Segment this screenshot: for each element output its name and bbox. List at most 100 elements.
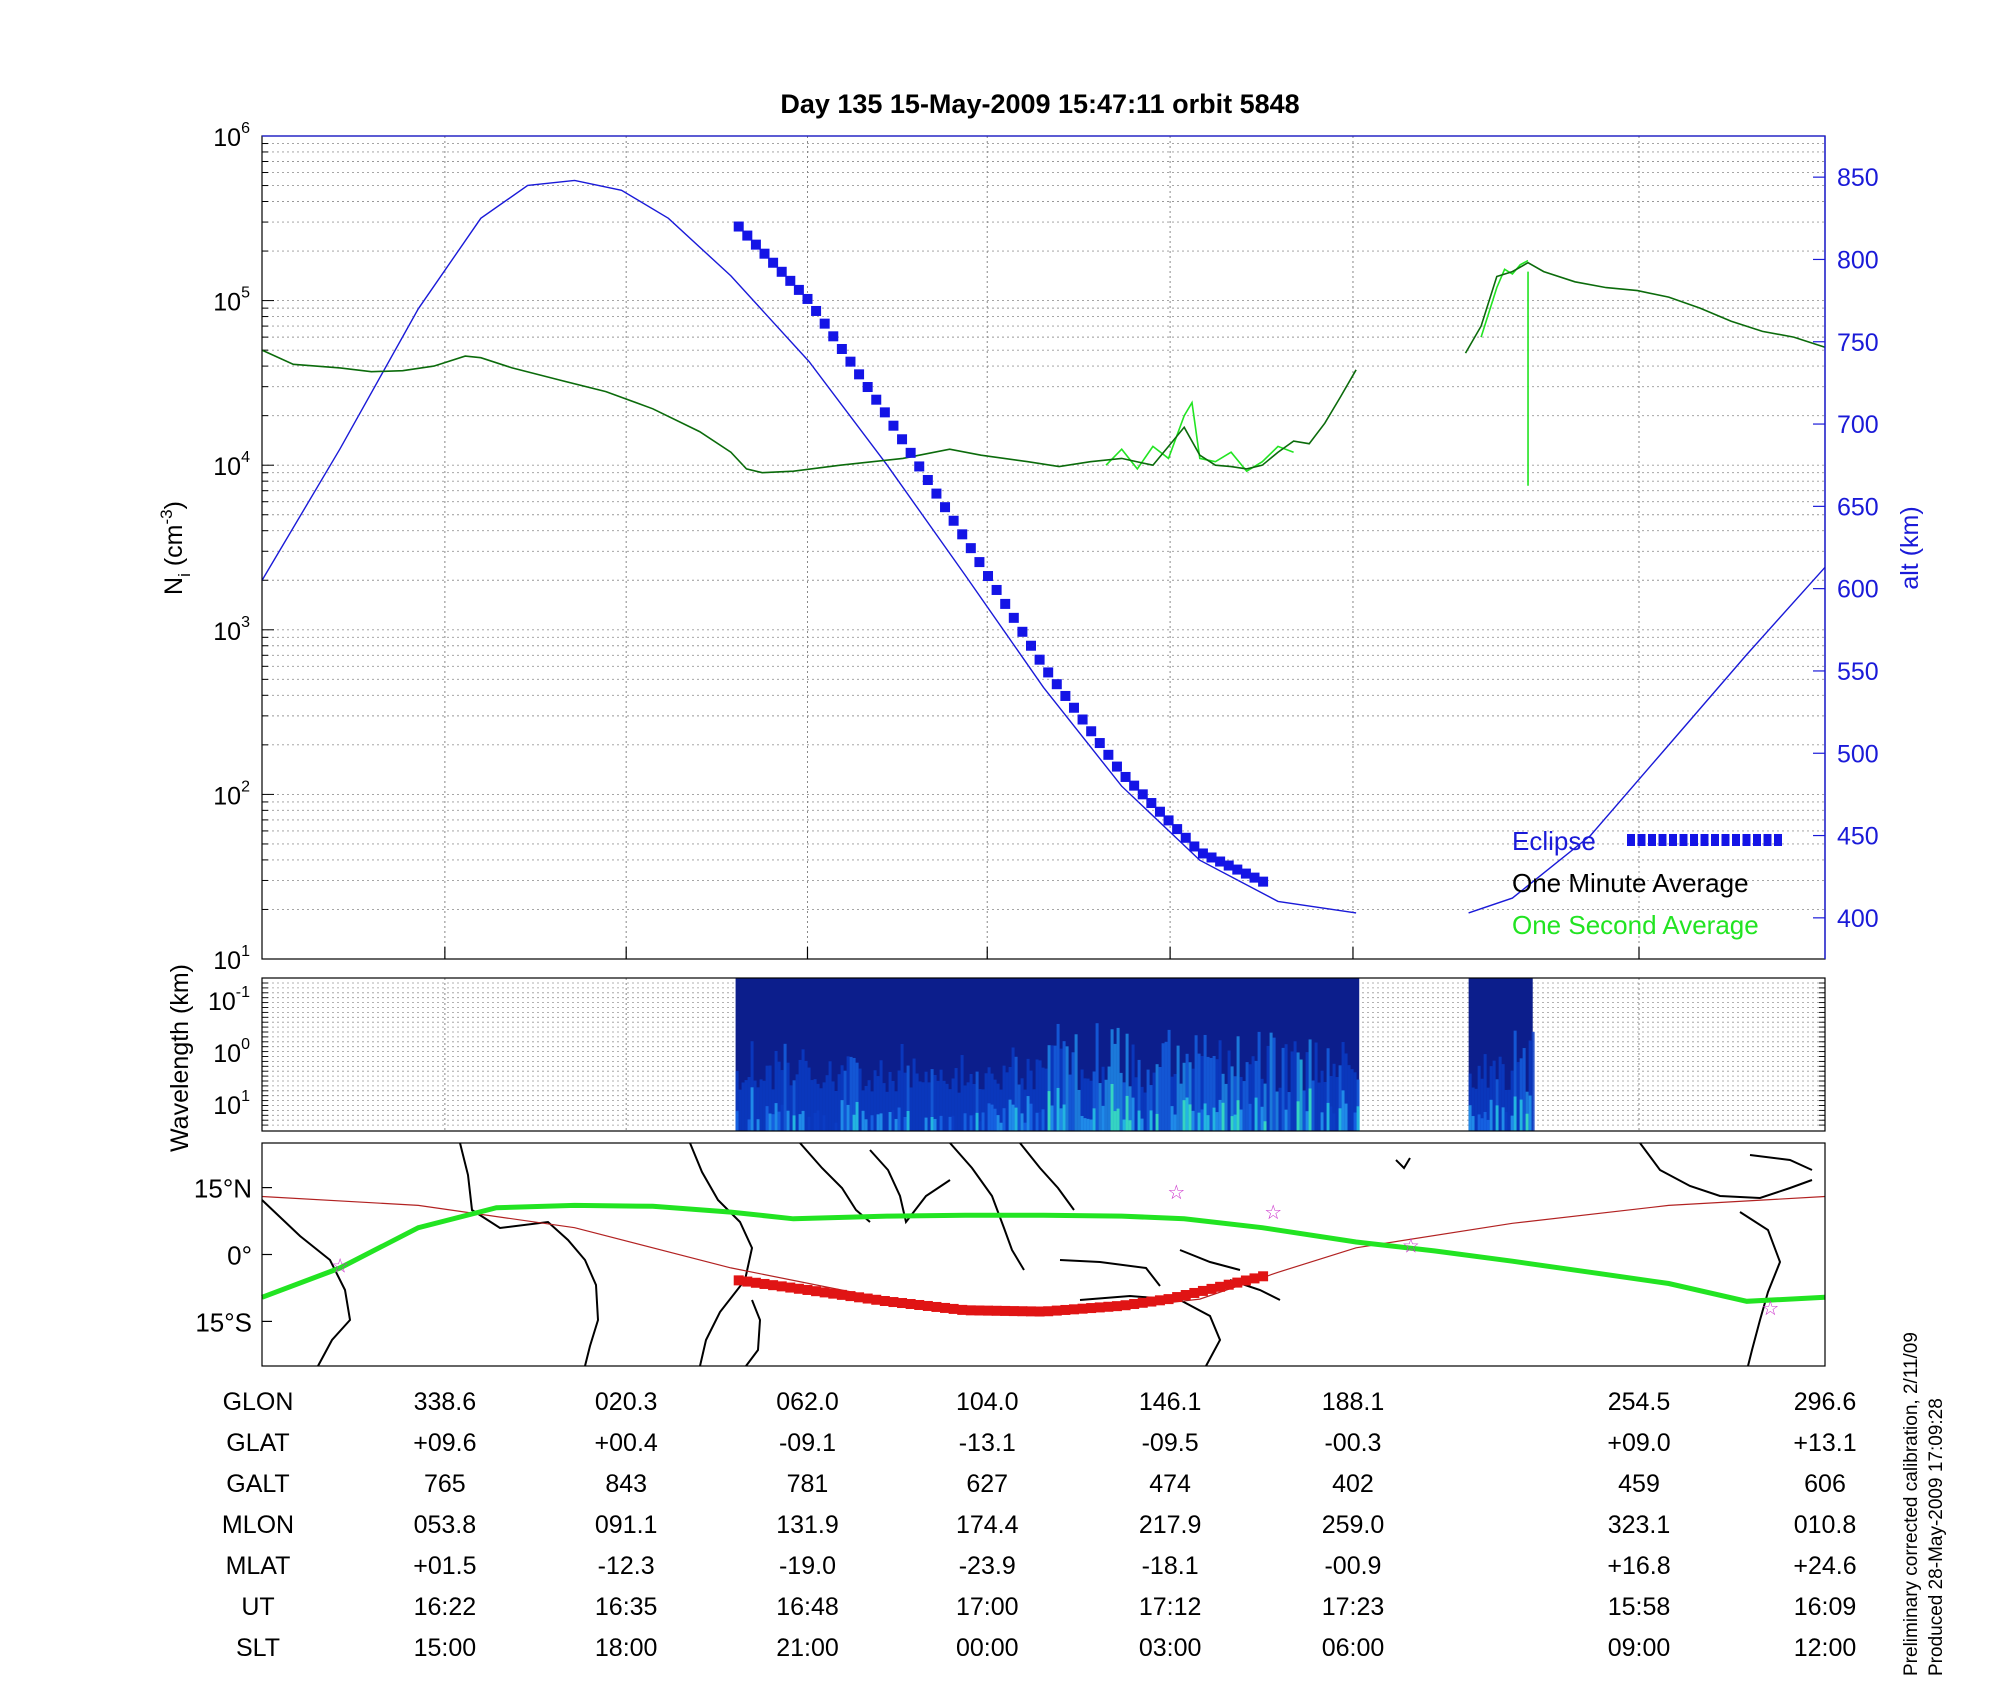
spectrogram-streak bbox=[858, 1068, 862, 1131]
spectrogram-streak bbox=[1299, 1059, 1303, 1131]
eclipse-marker bbox=[983, 571, 994, 582]
spectrogram-streak bbox=[864, 1085, 868, 1131]
spectrogram-streak-bright bbox=[1038, 1112, 1042, 1131]
legend-eclipse-marker bbox=[1679, 834, 1688, 846]
spectrogram-streak bbox=[1191, 1068, 1195, 1131]
spectrogram-streak bbox=[972, 1083, 976, 1131]
spectrogram-streak bbox=[1059, 1048, 1063, 1131]
spectrogram-streak-bright bbox=[1338, 1108, 1342, 1131]
table-cell: 16:48 bbox=[776, 1593, 839, 1621]
map-eclipse-marker bbox=[819, 1287, 830, 1298]
spectrogram-streak-bright bbox=[1332, 1113, 1336, 1131]
map-eclipse-marker bbox=[793, 1283, 804, 1294]
eclipse-marker bbox=[1146, 798, 1157, 809]
spectrogram-streak bbox=[1086, 1078, 1090, 1131]
spectrogram-streak-bright bbox=[1248, 1103, 1252, 1131]
spectrogram-streak bbox=[882, 1083, 886, 1131]
spectrogram-streak bbox=[1206, 1056, 1210, 1131]
spectrogram-streak bbox=[987, 1067, 991, 1131]
legend-eclipse-marker bbox=[1669, 834, 1677, 846]
eclipse-marker bbox=[802, 293, 813, 304]
spectrogram-streak bbox=[1104, 1079, 1108, 1131]
spectrogram-streak bbox=[786, 1062, 790, 1131]
eclipse-marker bbox=[854, 369, 865, 380]
map-eclipse-marker bbox=[1077, 1303, 1088, 1314]
spectrogram-streak bbox=[1002, 1065, 1006, 1131]
map-eclipse-marker bbox=[1000, 1305, 1011, 1316]
star-marker: ☆ bbox=[1167, 1182, 1185, 1204]
spectrogram-streak-bright bbox=[1495, 1105, 1499, 1131]
spectrogram-streak bbox=[849, 1056, 853, 1131]
legend-eclipse-marker bbox=[1690, 834, 1698, 846]
legend-second-label: One Second Average bbox=[1512, 910, 1759, 940]
spectrogram-streak bbox=[960, 1055, 964, 1131]
eclipse-marker bbox=[785, 275, 796, 286]
spectrogram-panel: 10-1 100 101 Wavelength (km) bbox=[166, 964, 1826, 1152]
map-eclipse-marker bbox=[854, 1292, 865, 1303]
density-vertical-grid bbox=[444, 136, 1640, 1366]
table-cell: +24.6 bbox=[1793, 1552, 1856, 1580]
eclipse-marker bbox=[1120, 771, 1131, 782]
map-eclipse-marker bbox=[768, 1280, 779, 1291]
spectrogram-streak-bright bbox=[1326, 1102, 1330, 1131]
legend-eclipse-marker bbox=[1711, 834, 1719, 846]
map-eclipse-marker bbox=[742, 1276, 753, 1287]
table-row-label: GLAT bbox=[226, 1429, 289, 1457]
spectrogram-streak bbox=[1089, 1080, 1093, 1131]
spectrogram-streak bbox=[1347, 1065, 1351, 1131]
map-eclipse-marker bbox=[776, 1281, 787, 1292]
spectrogram-streak bbox=[969, 1073, 973, 1131]
spectrogram-streak bbox=[762, 1080, 766, 1131]
spectrogram-streak-bright bbox=[816, 1110, 820, 1131]
spectrogram-streak bbox=[1194, 1035, 1198, 1131]
spectrogram-streak bbox=[1203, 1034, 1207, 1131]
spectrogram-streak-bright bbox=[768, 1113, 772, 1131]
spectrogram-streak bbox=[888, 1071, 892, 1131]
spectrogram-streak bbox=[801, 1049, 805, 1131]
table-cell: 00:00 bbox=[956, 1634, 1019, 1662]
spectrogram-streak-bright bbox=[786, 1110, 790, 1131]
spectrogram-streak-bright bbox=[870, 1115, 874, 1131]
table-row-label: GLON bbox=[223, 1388, 294, 1416]
calibration-note: Preliminary corrected calibration, 2/11/… bbox=[1901, 1332, 1922, 1676]
table-cell: 17:23 bbox=[1322, 1593, 1385, 1621]
eclipse-marker bbox=[819, 318, 830, 329]
spectrogram-streak bbox=[1224, 1083, 1228, 1131]
map-eclipse-marker bbox=[1240, 1275, 1251, 1286]
spectrogram-streak bbox=[1065, 1046, 1069, 1131]
eclipse-marker bbox=[940, 502, 951, 513]
ground-track-line bbox=[261, 1202, 1826, 1304]
spectrogram-streak bbox=[807, 1067, 811, 1131]
spectrogram-streak-bright bbox=[1059, 1108, 1063, 1131]
eclipse-marker bbox=[1025, 640, 1036, 651]
table-row-label: SLT bbox=[236, 1634, 280, 1662]
altitude-y-tick-label: 650 bbox=[1837, 493, 1879, 521]
spectrogram-streak bbox=[840, 1065, 844, 1131]
table-cell: -23.9 bbox=[959, 1552, 1016, 1580]
map-eclipse-marker bbox=[1008, 1306, 1019, 1317]
spectrogram-streak bbox=[1020, 1078, 1024, 1131]
map-eclipse-marker bbox=[1120, 1300, 1131, 1311]
eclipse-marker bbox=[750, 239, 761, 250]
spectrogram-streak bbox=[1044, 1068, 1048, 1131]
spectrogram-streak bbox=[1269, 1032, 1273, 1131]
spectrogram-streak bbox=[1275, 1091, 1279, 1131]
spectrogram-streak-bright bbox=[1254, 1097, 1258, 1131]
spectrogram-streak bbox=[1522, 1048, 1526, 1131]
spectrogram-streak bbox=[1353, 1072, 1357, 1131]
spectrogram-streak-bright bbox=[750, 1087, 754, 1131]
altitude-y-tick-label: 500 bbox=[1837, 740, 1879, 768]
spectrogram-streak bbox=[1218, 1040, 1222, 1131]
eclipse-marker bbox=[1223, 860, 1234, 871]
legend: Eclipse One Minute Average One Second Av… bbox=[1512, 826, 1782, 940]
spectrogram-streak-bright bbox=[975, 1112, 979, 1131]
map-eclipse-marker bbox=[1215, 1281, 1226, 1292]
spectrogram-streak-bright bbox=[1341, 1090, 1345, 1131]
star-marker: ☆ bbox=[1761, 1298, 1779, 1320]
eclipse-marker bbox=[742, 230, 753, 241]
spectrogram-streak bbox=[816, 1083, 820, 1131]
spectrogram-streak bbox=[1038, 1060, 1042, 1131]
spectrogram-streak-bright bbox=[1023, 1122, 1027, 1131]
spectrogram-streak bbox=[1266, 1045, 1270, 1131]
